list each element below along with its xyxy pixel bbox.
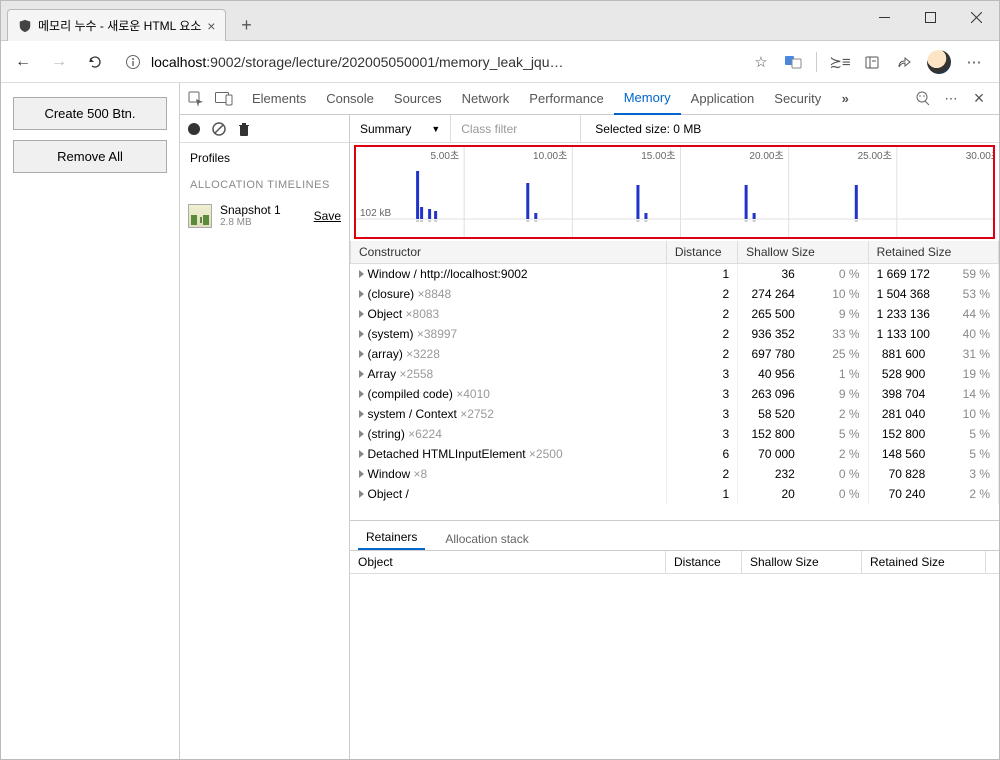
- forward-button[interactable]: →: [45, 48, 73, 76]
- translate-icon[interactable]: [784, 53, 802, 71]
- svg-text:25.00초: 25.00초: [858, 150, 892, 162]
- timeline-chart: 5.00초 10.00초 15.00초 20.00초 25.00초 30.00초: [356, 147, 993, 237]
- save-link[interactable]: Save: [314, 209, 341, 223]
- svg-text:15.00초: 15.00초: [641, 150, 675, 162]
- snapshot-item[interactable]: Snapshot 1 2.8 MB Save: [180, 197, 349, 234]
- svg-text:30.00초: 30.00초: [966, 150, 993, 162]
- devtools-main: Summary▼ Class filter Selected size: 0 M…: [350, 115, 999, 759]
- svg-text:20.00초: 20.00초: [749, 150, 783, 162]
- profile-tools: [180, 115, 349, 143]
- constructors-grid[interactable]: Constructor Distance Shallow Size Retain…: [350, 241, 999, 521]
- devtools-tab-elements[interactable]: Elements: [242, 83, 316, 115]
- remove-button[interactable]: Remove All: [13, 140, 167, 173]
- devtools-tab-security[interactable]: Security: [764, 83, 831, 115]
- reload-button[interactable]: [81, 48, 109, 76]
- back-button[interactable]: ←: [9, 48, 37, 76]
- tab-close-icon[interactable]: ×: [207, 18, 215, 34]
- retainers-header[interactable]: Shallow Size: [742, 551, 862, 573]
- table-row[interactable]: (compiled code) ×4010 3 263 0969 % 398 7…: [351, 384, 999, 404]
- devtools-tab-network[interactable]: Network: [452, 83, 520, 115]
- snapshot-name: Snapshot 1: [220, 203, 306, 217]
- svg-text:10.00초: 10.00초: [533, 150, 567, 162]
- retainers-grid: ObjectDistanceShallow SizeRetained Size: [350, 551, 999, 759]
- trash-icon[interactable]: [238, 122, 250, 136]
- inspect-icon[interactable]: [186, 89, 206, 109]
- record-button[interactable]: [188, 123, 200, 135]
- devtools-sidebar: Profiles ALLOCATION TIMELINES Snapshot 1…: [180, 115, 350, 759]
- url-path: :9002/storage/lecture/202005050001/memor…: [206, 54, 563, 70]
- retainers-tab-retainers[interactable]: Retainers: [358, 526, 425, 550]
- star-icon[interactable]: ☆: [752, 53, 770, 71]
- profiles-label: Profiles: [180, 143, 349, 173]
- create-button[interactable]: Create 500 Btn.: [13, 97, 167, 130]
- favorites-icon[interactable]: ≿≡: [831, 53, 849, 71]
- minimize-button[interactable]: [861, 1, 907, 33]
- timeline-ylabel: 102 kB: [360, 208, 391, 219]
- retainers-header[interactable]: Distance: [666, 551, 742, 573]
- settings-icon[interactable]: ⋯: [941, 89, 961, 109]
- table-row[interactable]: Detached HTMLInputElement ×2500 6 70 000…: [351, 444, 999, 464]
- devtools-tabs: ElementsConsoleSourcesNetworkPerformance…: [180, 83, 999, 115]
- svg-text:5.00초: 5.00초: [430, 150, 459, 162]
- maximize-button[interactable]: [907, 1, 953, 33]
- profile-avatar[interactable]: [927, 50, 951, 74]
- retainers-tabs: Retainers Allocation stack: [350, 521, 999, 551]
- more-tabs-icon[interactable]: »: [835, 89, 855, 109]
- share-icon[interactable]: [895, 53, 913, 71]
- devtools-tab-application[interactable]: Application: [681, 83, 765, 115]
- window-controls: [861, 1, 999, 33]
- table-row[interactable]: (array) ×3228 2 697 78025 % 881 60031 %: [351, 344, 999, 364]
- table-row[interactable]: Array ×2558 3 40 9561 % 528 90019 %: [351, 364, 999, 384]
- device-icon[interactable]: [214, 89, 234, 109]
- menu-icon[interactable]: ⋯: [965, 53, 983, 71]
- new-tab-button[interactable]: +: [230, 9, 262, 41]
- table-row[interactable]: Window / http://localhost:9002 1 360 % 1…: [351, 264, 999, 285]
- table-row[interactable]: Object / 1 200 % 70 2402 %: [351, 484, 999, 504]
- table-row[interactable]: system / Context ×2752 3 58 5202 % 281 0…: [351, 404, 999, 424]
- view-select[interactable]: Summary▼: [350, 115, 451, 143]
- devtools-close-icon[interactable]: ×: [969, 89, 989, 109]
- page-content: Create 500 Btn. Remove All: [1, 83, 179, 759]
- shield-icon: [18, 19, 32, 33]
- snapshot-size: 2.8 MB: [220, 217, 306, 228]
- devtools-tab-console[interactable]: Console: [316, 83, 384, 115]
- table-row[interactable]: Object ×8083 2 265 5009 % 1 233 13644 %: [351, 304, 999, 324]
- titlebar: 메모리 누수 - 새로운 HTML 요소 × +: [1, 1, 999, 41]
- heap-grid-wrap: Constructor Distance Shallow Size Retain…: [350, 241, 999, 759]
- retainers-header[interactable]: Retained Size: [862, 551, 986, 573]
- address-bar: ← → localhost:9002/storage/lecture/20200…: [1, 41, 999, 83]
- selected-size-label: Selected size: 0 MB: [581, 122, 715, 136]
- close-button[interactable]: [953, 1, 999, 33]
- devtools-tab-sources[interactable]: Sources: [384, 83, 452, 115]
- retainers-tab-allocation-stack[interactable]: Allocation stack: [437, 528, 536, 550]
- devtools-body: Profiles ALLOCATION TIMELINES Snapshot 1…: [180, 115, 999, 759]
- tab-strip: 메모리 누수 - 새로운 HTML 요소 × +: [1, 1, 262, 41]
- devtools-tab-performance[interactable]: Performance: [519, 83, 613, 115]
- snapshot-icon: [188, 204, 212, 228]
- allocation-timeline[interactable]: 5.00초 10.00초 15.00초 20.00초 25.00초 30.00초 102 …: [354, 145, 995, 239]
- table-row[interactable]: (string) ×6224 3 152 8005 % 152 8005 %: [351, 424, 999, 444]
- tab-title: 메모리 누수 - 새로운 HTML 요소: [38, 17, 201, 34]
- browser-tab[interactable]: 메모리 누수 - 새로운 HTML 요소 ×: [7, 9, 226, 41]
- browser-window: 메모리 누수 - 새로운 HTML 요소 × + ← → localhost:9…: [0, 0, 1000, 760]
- feedback-icon[interactable]: [913, 89, 933, 109]
- memory-toolbar: Summary▼ Class filter Selected size: 0 M…: [350, 115, 999, 143]
- retainers-header[interactable]: Object: [350, 551, 666, 573]
- addr-actions: ☆ ≿≡ ⋯: [744, 50, 991, 74]
- table-row[interactable]: Window ×8 2 2320 % 70 8283 %: [351, 464, 999, 484]
- clear-icon[interactable]: [212, 122, 226, 136]
- timelines-label: ALLOCATION TIMELINES: [180, 173, 349, 197]
- class-filter-input[interactable]: Class filter: [451, 115, 581, 143]
- url-host: localhost: [151, 54, 206, 70]
- devtools-tab-memory[interactable]: Memory: [614, 83, 681, 115]
- main-content: Create 500 Btn. Remove All ElementsConso…: [1, 83, 999, 759]
- collections-icon[interactable]: [863, 53, 881, 71]
- devtools: ElementsConsoleSourcesNetworkPerformance…: [179, 83, 999, 759]
- url-input[interactable]: localhost:9002/storage/lecture/202005050…: [117, 47, 736, 77]
- table-row[interactable]: (closure) ×8848 2 274 26410 % 1 504 3685…: [351, 284, 999, 304]
- info-icon: [125, 54, 141, 70]
- table-row[interactable]: (system) ×38997 2 936 35233 % 1 133 1004…: [351, 324, 999, 344]
